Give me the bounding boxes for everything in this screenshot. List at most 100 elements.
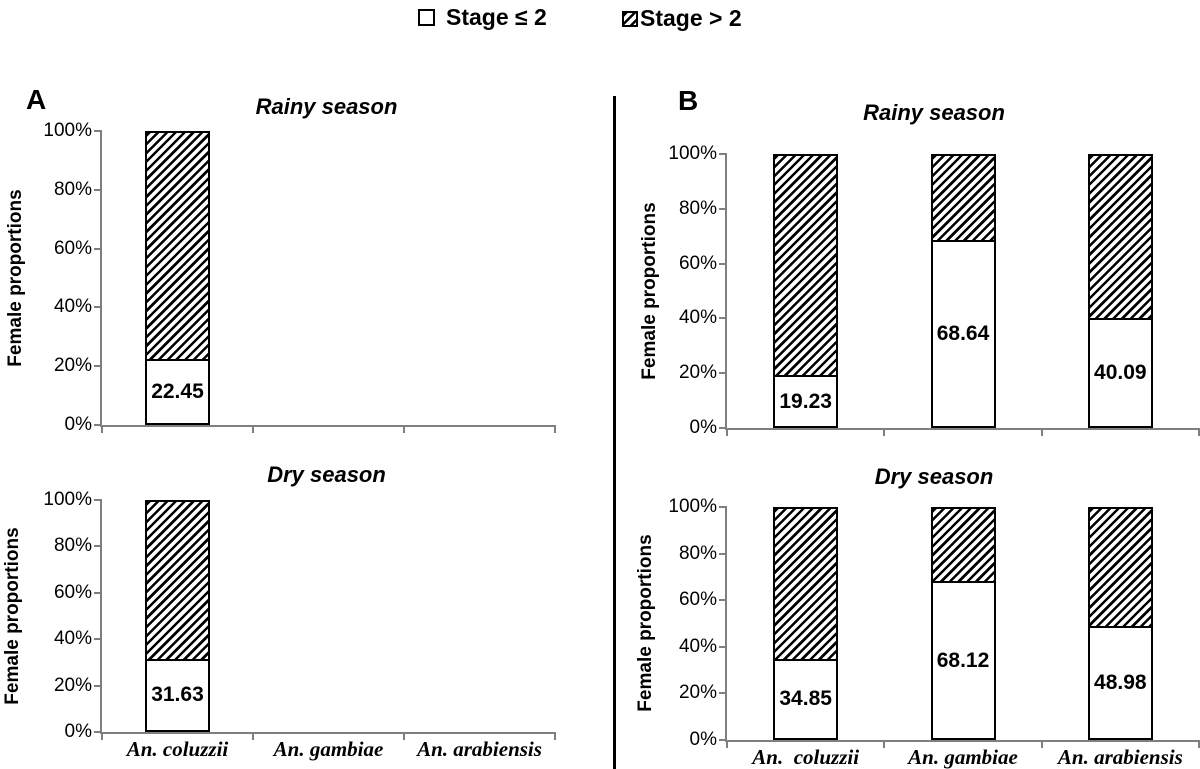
legend-label-stage-le2: Stage ≤ 2 — [446, 4, 547, 30]
category-label: An. gambiae — [273, 737, 384, 761]
hatched-square-icon — [622, 10, 638, 27]
y-axis-tick-mark — [94, 591, 102, 594]
y-axis-title-b-rainy: Female proportions — [639, 202, 660, 380]
chart-b-dry-title: Dry season — [874, 464, 994, 489]
y-axis-tick-mark — [94, 731, 102, 733]
x-axis-tick-mark — [402, 425, 405, 433]
x-axis-tick-mark — [1198, 428, 1200, 436]
category-label: An. arabiensis — [1057, 745, 1183, 769]
bar-an-coluzzii: 19.23 — [773, 154, 839, 428]
bar-segment-stage-gt2 — [144, 131, 210, 359]
y-axis-tick-label: 60% — [53, 581, 92, 603]
bar-value-label: 31.63 — [151, 683, 204, 707]
bar-value-label: 34.85 — [779, 687, 832, 711]
bar-segment-stage-le2 — [773, 658, 839, 740]
y-axis-title-b-dry: Female proportions — [635, 534, 656, 712]
chart-b-rainy-title: Rainy season — [863, 100, 1005, 125]
y-axis-tick-mark — [719, 739, 727, 741]
x-axis-tick-mark — [726, 740, 728, 748]
y-axis-tick-mark — [94, 365, 102, 368]
y-axis-tick-mark — [719, 207, 727, 210]
bar-segment-stage-gt2 — [930, 507, 996, 582]
y-axis-tick-label: 20% — [53, 355, 92, 377]
x-axis-tick-mark — [1040, 428, 1043, 436]
x-axis-tick-mark — [1198, 740, 1200, 748]
y-axis-title-a-dry: Female proportions — [2, 527, 23, 705]
bar-segment-stage-le2 — [144, 359, 210, 425]
y-axis-tick-label: 60% — [678, 252, 717, 274]
bar-value-label: 68.12 — [936, 648, 990, 672]
y-axis-tick-mark — [719, 599, 727, 602]
bar-an-gambiae: 68.12 — [930, 507, 996, 740]
chart-b-rainy-plot: 100% 80% 60% 40% 20% 0% 19.23 68.64 40.09 — [668, 143, 1200, 438]
x-axis-tick-mark — [554, 732, 556, 740]
y-axis-tick-mark — [719, 372, 727, 375]
y-axis-tick-mark — [719, 427, 727, 429]
y-axis-tick-label: 60% — [53, 237, 92, 259]
y-axis-tick-label: 0% — [64, 721, 92, 742]
y-axis-tick-mark — [719, 552, 727, 555]
legend-item-stage-le2: Stage ≤ 2 — [418, 4, 547, 31]
y-axis-tick-mark — [94, 638, 102, 641]
y-axis-tick-label: 80% — [678, 542, 717, 564]
x-axis-tick-mark — [101, 732, 103, 740]
y-axis-tick-mark — [94, 684, 102, 687]
x-axis-tick-mark — [554, 425, 556, 433]
bar-value-label: 19.23 — [779, 389, 832, 413]
y-axis-tick-mark — [94, 188, 102, 191]
chart-a-rainy-plot: 100% 80% 60% 40% 20% 0% 22.45 — [43, 120, 556, 435]
empty-square-icon — [418, 9, 435, 26]
category-label: An. gambiae — [908, 745, 1018, 769]
y-axis-tick-mark — [719, 692, 727, 695]
y-axis-tick-label: 80% — [53, 178, 92, 200]
bar-segment-stage-gt2 — [773, 507, 839, 659]
chart-a-dry-title: Dry season — [267, 462, 386, 487]
chart-b-dry-plot: 100% 80% 60% 40% 20% 0% 34.85 68.12 48.98 An. col… — [668, 496, 1200, 769]
legend-label-stage-gt2: Stage > 2 — [640, 5, 742, 31]
y-axis-tick-label: 100% — [668, 496, 717, 517]
bar-value-label: 68.64 — [936, 321, 990, 345]
bar-an-gambiae: 68.64 — [930, 154, 996, 428]
y-axis-tick-mark — [94, 499, 102, 501]
bar-an-arabiensis: 40.09 — [1087, 154, 1153, 428]
y-axis-tick-mark — [719, 262, 727, 265]
chart-a-rainy-title: Rainy season — [255, 94, 398, 119]
bar-segment-stage-gt2 — [1087, 154, 1153, 319]
y-axis-tick-label: 100% — [43, 489, 92, 510]
bar-segment-stage-le2 — [144, 658, 210, 732]
bar-value-label: 48.98 — [1094, 670, 1147, 694]
bar-segment-stage-gt2 — [1087, 507, 1153, 626]
x-axis-tick-mark — [251, 732, 254, 740]
y-axis-tick-label: 40% — [53, 296, 92, 318]
bar-an-coluzzii: 22.45 — [144, 131, 210, 425]
y-axis-tick-mark — [719, 153, 727, 155]
bar-value-label: 22.45 — [151, 380, 204, 403]
y-axis-tick-label: 40% — [678, 635, 717, 657]
y-axis-tick-label: 40% — [678, 307, 717, 329]
x-axis-tick-mark — [251, 425, 254, 433]
y-axis-tick-mark — [719, 317, 727, 320]
y-axis-tick-label: 80% — [678, 197, 717, 219]
y-axis-tick-mark — [94, 306, 102, 309]
bar-segment-stage-gt2 — [930, 154, 996, 240]
bar-segment-stage-le2 — [1087, 318, 1153, 428]
y-axis-tick-mark — [94, 247, 102, 250]
y-axis-tick-mark — [719, 645, 727, 648]
x-axis-tick-mark — [1040, 740, 1043, 748]
y-axis-tick-label: 0% — [64, 414, 92, 435]
x-axis-tick-mark — [101, 425, 103, 433]
y-axis-tick-mark — [94, 545, 102, 548]
bar-segment-stage-le2 — [930, 239, 996, 428]
y-axis-tick-label: 20% — [678, 682, 717, 704]
x-axis-tick-mark — [726, 428, 728, 436]
bar-segment-stage-gt2 — [773, 154, 839, 376]
y-axis-tick-mark — [719, 506, 727, 508]
y-axis-tick-label: 60% — [678, 589, 717, 611]
bar-an-coluzzii: 31.63 — [144, 500, 210, 732]
bar-segment-stage-le2 — [930, 581, 996, 740]
bar-an-arabiensis: 48.98 — [1087, 507, 1153, 740]
x-axis-tick-mark — [883, 740, 886, 748]
y-axis-tick-label: 100% — [43, 120, 92, 141]
bar-segment-stage-le2 — [773, 375, 839, 428]
